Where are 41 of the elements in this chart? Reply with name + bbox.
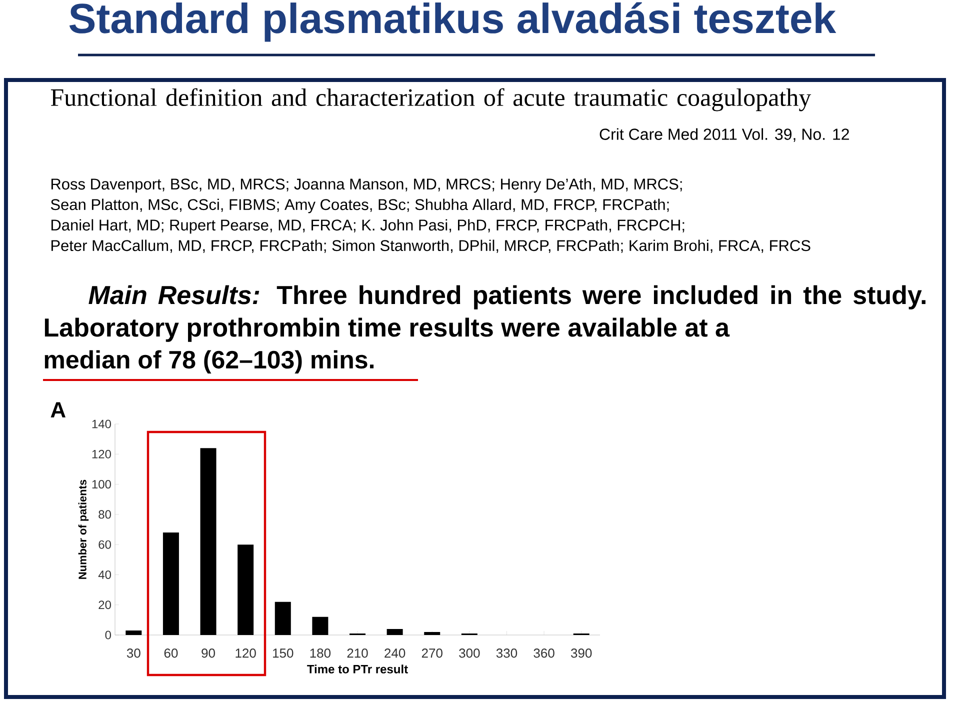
x-tick-label: 360 xyxy=(534,648,554,658)
x-tick-label: 150 xyxy=(273,648,294,658)
chart-title: Standard plasmatikus alvadási tesztek xyxy=(69,2,836,42)
bar xyxy=(238,544,254,635)
text: Functional definition and characterization of acute traumatic coagulopathy xyxy=(50,88,812,112)
text: Crit Care Med 2011 Vol. 39, No. 12 xyxy=(600,128,849,142)
x-axis-title: Time to PTr result xyxy=(307,664,408,674)
y-tick-label: 120 xyxy=(92,450,112,458)
x-tick-label: 90 xyxy=(202,648,215,658)
y-tick-label: 20 xyxy=(98,600,112,610)
bar xyxy=(162,532,179,635)
y-tick-label: 40 xyxy=(98,570,112,579)
bar xyxy=(126,630,142,635)
text: Peter MacCallum, MD, FRCP, FRCPath; Simon Stanworth, DPhil, MRCP, FRCPath; Karim Brohi, FRCA, FRCS xyxy=(51,240,810,253)
bar xyxy=(386,628,403,635)
x-tick-label: 270 xyxy=(422,648,442,658)
text: median of 78 (62–103) mins. xyxy=(44,350,374,374)
text: A xyxy=(50,402,66,418)
text: Sean Platton, MSc, CSci, FIBMS; Amy Coates, BSc; Shubha Allard, MD, FRCP, FRCPath; xyxy=(50,198,669,214)
y-tick-label: 80 xyxy=(98,510,112,519)
y-tick-label: 140 xyxy=(92,420,112,428)
bar xyxy=(424,632,440,635)
text: Main Results: Three hundred patients were included in the study. Laboratory prothrombin time results were available at a xyxy=(44,285,926,342)
text: Daniel Hart, MD; Rupert Pearse, MD, FRCA; K. John Pasi, PhD, FRCP, FRCPath, FRCPCH; xyxy=(51,219,684,234)
x-tick-label: 330 xyxy=(496,648,518,658)
x-tick-label: 210 xyxy=(347,648,368,658)
y-tick-label: 60 xyxy=(98,540,112,549)
x-tick-label: 120 xyxy=(236,648,256,658)
x-tick-label: 60 xyxy=(164,648,178,658)
bar xyxy=(200,448,216,635)
bar xyxy=(312,616,328,635)
x-tick-label: 180 xyxy=(310,648,331,658)
y-tick-label: 0 xyxy=(105,630,112,640)
x-tick-label: 30 xyxy=(126,648,140,658)
x-tick-label: 300 xyxy=(459,648,480,658)
text: Ross Davenport, BSc, MD, MRCS; Joanna Manson, MD, MRCS; Henry De’Ath, MD, MRCS; xyxy=(51,178,682,193)
y-axis-title: Number of patients xyxy=(78,480,89,579)
bar xyxy=(274,602,291,635)
x-tick-label: 390 xyxy=(571,648,592,658)
y-tick-label: 100 xyxy=(92,480,112,489)
x-tick-label: 240 xyxy=(384,648,406,658)
